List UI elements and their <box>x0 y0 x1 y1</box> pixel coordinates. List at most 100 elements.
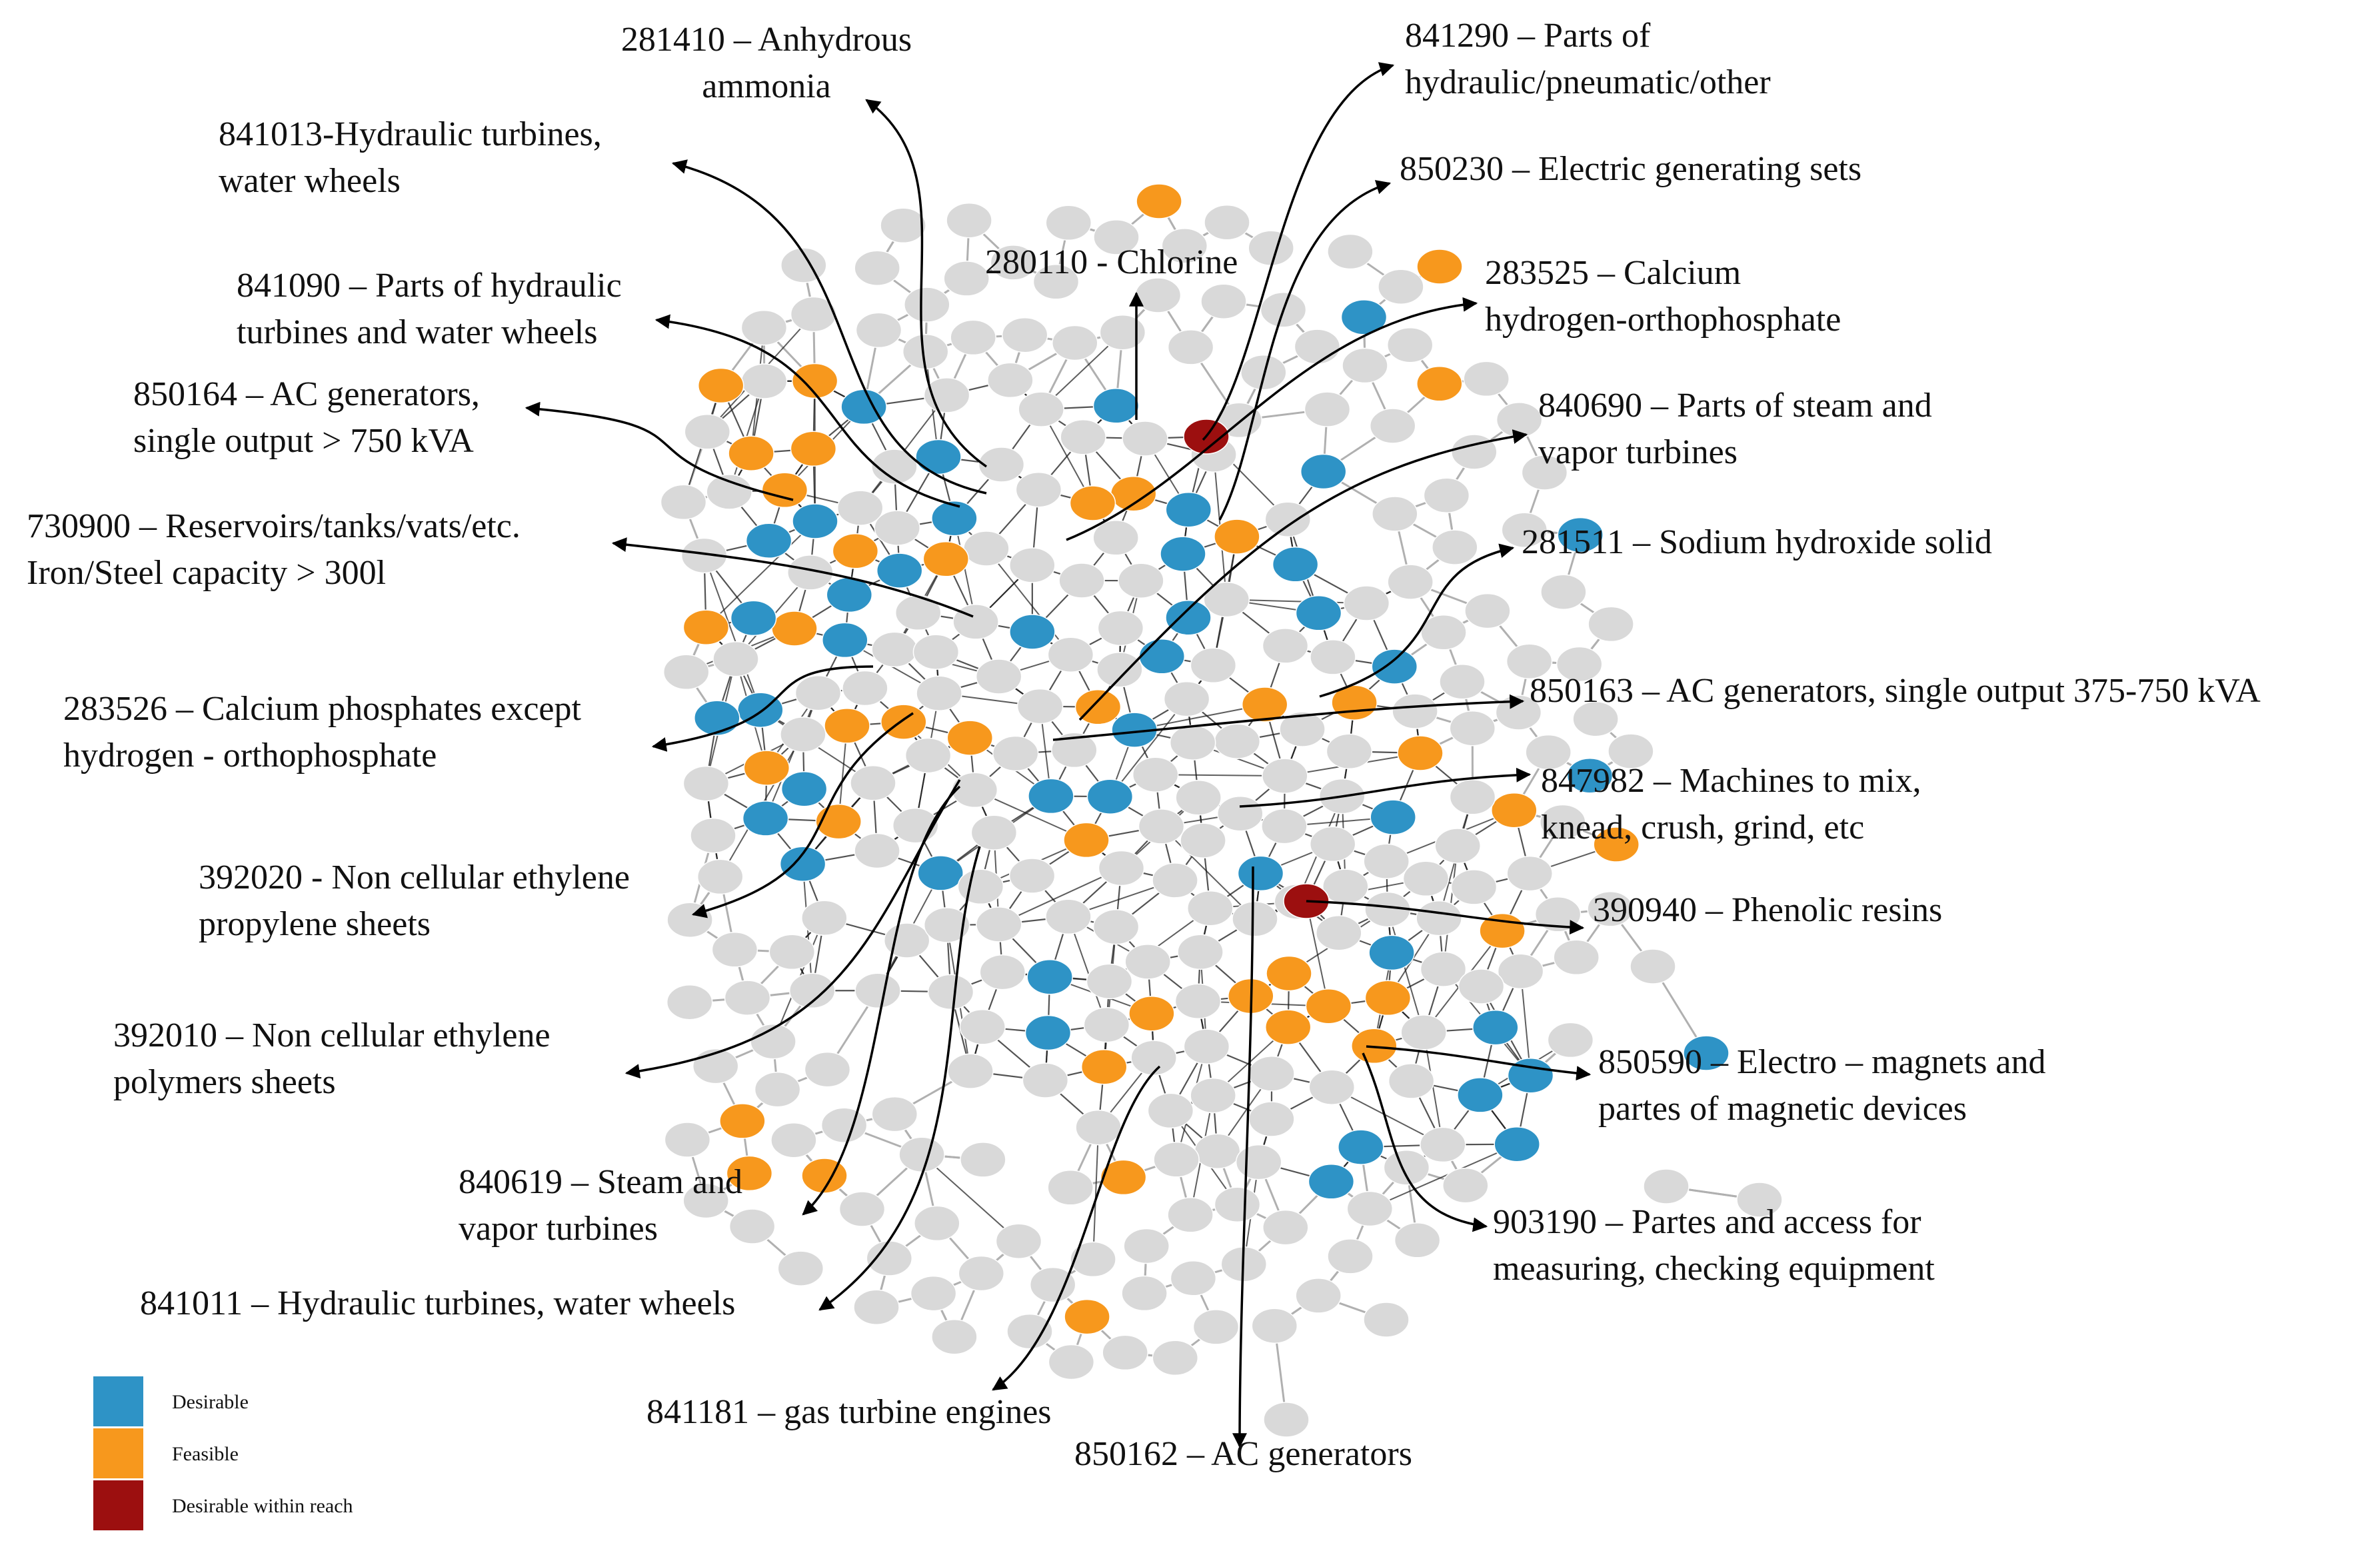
label-840619: 840619 – Steam and vapor turbines <box>459 1163 742 1248</box>
arrow-841013 <box>671 159 987 495</box>
network-node-other <box>1170 1260 1217 1296</box>
network-node-other <box>1032 264 1080 300</box>
label-850163-line: 850163 – AC generators, single output 37… <box>1530 672 2261 710</box>
network-node-other <box>1097 610 1144 647</box>
network-node-feasible <box>761 472 808 509</box>
network-node-other <box>1190 647 1237 684</box>
network-node-other <box>724 980 771 1016</box>
label-841090-line: turbines and water wheels <box>237 313 597 351</box>
label-283526: 283526 – Calcium phosphates except hydrog… <box>63 690 582 775</box>
network-node-feasible <box>1080 1048 1128 1085</box>
network-node-other <box>923 377 970 413</box>
network-node-other <box>1048 1344 1095 1380</box>
network-node-other <box>1496 402 1543 438</box>
network-node-desirable <box>1566 757 1614 794</box>
network-node-other <box>1630 948 1676 984</box>
network-node-other <box>1736 1182 1783 1218</box>
network-node-other <box>975 659 1022 695</box>
network-node-other <box>1204 204 1250 241</box>
network-node-other <box>894 595 942 631</box>
network-node-other <box>1434 828 1481 864</box>
label-283525-line: 283525 – Calcium <box>1485 254 1741 292</box>
network-node-other <box>1192 1309 1240 1345</box>
network-node-feasible <box>743 750 790 786</box>
network-node-other <box>1451 434 1498 470</box>
network-node-other <box>931 1318 978 1355</box>
label-841290: 841290 – Parts of hydraulic/pneumatic/oth… <box>1405 17 1771 101</box>
network-node-other <box>1251 1308 1298 1344</box>
network-node-other <box>660 484 707 521</box>
network-node-other <box>1264 501 1312 537</box>
network-node-other <box>1169 725 1216 761</box>
network-node-feasible <box>1128 995 1175 1032</box>
arrow-281410 <box>865 99 988 468</box>
network-node-other <box>1214 723 1261 759</box>
network-node-other <box>1363 1302 1410 1338</box>
network-node-other <box>684 414 731 450</box>
network-node-other <box>1047 1170 1094 1206</box>
label-730900-line: Iron/Steel capacity > 300l <box>27 554 386 592</box>
network-node-other <box>1045 898 1092 935</box>
label-392010-line: polymers sheets <box>113 1063 336 1101</box>
network-node-other <box>1342 347 1388 384</box>
network-node-other <box>947 1053 994 1089</box>
network-node-other <box>1439 663 1486 700</box>
network-node-other <box>1132 757 1179 792</box>
network-node-desirable <box>742 800 789 836</box>
network-node-desirable <box>1308 1164 1355 1200</box>
network-node-other <box>976 906 1022 942</box>
label-283526-line: hydrogen - orthophosphate <box>63 737 437 775</box>
label-283525: 283525 – Calcium hydrogen-orthophosphate <box>1485 254 1841 339</box>
label-841181: 841181 – gas turbine engines <box>646 1393 1052 1431</box>
network-node-other <box>1096 651 1143 688</box>
network-edge <box>1160 826 1256 920</box>
network-node-other <box>874 510 920 546</box>
network-node-other <box>853 1289 900 1325</box>
label-390940-line: 390940 – Phenolic resins <box>1593 891 1942 929</box>
network-node-other <box>880 207 926 244</box>
network-node-feasible <box>1364 980 1412 1016</box>
network-node-other <box>1304 391 1351 427</box>
label-850164: 850164 – AC generators, single output > 7… <box>133 375 480 460</box>
label-283525-line: hydrogen-orthophosphate <box>1485 301 1841 339</box>
network-edge <box>986 548 1072 655</box>
network-node-other <box>1279 711 1326 747</box>
network-node-other <box>1449 710 1496 747</box>
network-node-desirable <box>1160 536 1206 572</box>
network-node-other <box>1572 701 1619 737</box>
arrow-841181 <box>992 1065 1161 1391</box>
network-node-other <box>1553 939 1600 976</box>
network-node-desirable <box>876 553 923 589</box>
network-node-desirable <box>1272 547 1319 583</box>
network-node-other <box>957 868 1004 905</box>
network-node-feasible <box>728 435 774 471</box>
network-node-other <box>978 447 1025 483</box>
network-node-feasible <box>726 1155 773 1192</box>
arrow-841290 <box>1202 62 1395 441</box>
network-node-other <box>1190 1077 1236 1114</box>
network-node-other <box>770 1122 817 1158</box>
legend-label-desirable: Desirable <box>172 1391 249 1413</box>
network-node-other <box>682 1182 729 1219</box>
network-node-other <box>855 312 902 349</box>
network-edge <box>703 555 761 711</box>
network-node-other <box>1588 606 1634 643</box>
network-node-other <box>1008 858 1056 894</box>
label-841013: 841013-Hydraulic turbines, water wheels <box>219 115 602 200</box>
network-node-other <box>1378 269 1424 305</box>
arrow-850590 <box>1366 1045 1592 1081</box>
arrow-283526 <box>651 665 874 752</box>
network-node-other <box>1316 914 1362 951</box>
network-node-other <box>1263 1402 1310 1438</box>
arrow-841011 <box>818 846 981 1311</box>
label-903190-line: measuring, checking equipment <box>1493 1250 1935 1288</box>
network-node-other <box>1309 826 1356 862</box>
network-node-other <box>1075 1109 1122 1146</box>
network-node-other <box>712 641 759 677</box>
label-392020-line: 392020 - Non cellular ethylene <box>199 858 630 896</box>
network-node-other <box>1092 520 1139 556</box>
label-850590-line: partes of magnetic devices <box>1598 1090 1967 1128</box>
label-850164-line: 850164 – AC generators, <box>133 375 480 413</box>
label-841290-line: 841290 – Parts of <box>1405 17 1651 55</box>
network-node-other <box>1018 391 1064 427</box>
